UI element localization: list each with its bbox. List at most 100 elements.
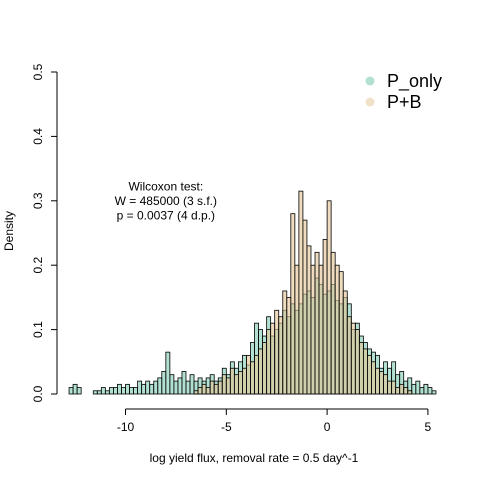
bar-P_only-26	[185, 380, 191, 395]
bar-P_only-25	[181, 371, 187, 395]
bar-P+B-31	[318, 264, 324, 395]
bar-P_only-84	[419, 387, 425, 395]
bar-P_only-0	[68, 387, 74, 395]
bar-P+B-53	[407, 390, 413, 395]
bar-P_only-7	[108, 387, 114, 395]
bar-P+B-6	[217, 380, 223, 395]
bar-P+B-5	[213, 383, 219, 395]
bar-P+B-37	[342, 290, 348, 395]
bar-P+B-26	[298, 190, 304, 395]
bar-P_only-87	[431, 390, 437, 395]
bar-P+B-46	[379, 371, 384, 395]
bar-P_only-17	[149, 383, 155, 395]
bar-P+B-48	[387, 380, 393, 395]
bar-P+B-34	[330, 251, 336, 395]
bar-P_only-13	[133, 387, 139, 395]
bar-P+B-13	[246, 354, 251, 395]
bar-P+B-17	[262, 342, 268, 395]
legend-swatch	[365, 76, 375, 86]
bar-P+B-32	[322, 239, 328, 395]
bar-P+B-27	[302, 219, 308, 395]
axes: -10 -5 0 5 0.0 0.1 0.2 0.3 0.4 0.5	[31, 63, 432, 434]
bar-P+B-14	[250, 361, 255, 395]
bar-P+B-35	[334, 264, 340, 395]
bar-P+B-19	[270, 322, 276, 395]
y-axis-label: Density	[2, 211, 16, 251]
bar-P+B-0	[193, 390, 199, 395]
bar-P_only-8	[113, 387, 118, 395]
bar-P_only-15	[141, 383, 147, 395]
bar-P+B-33	[326, 200, 332, 395]
bar-P_only-16	[145, 380, 151, 395]
bar-P_only-27	[189, 374, 195, 395]
bar-P+B-52	[403, 387, 409, 395]
bar-P+B-15	[254, 354, 259, 395]
bar-P+B-40	[354, 329, 360, 395]
bar-P_only-20	[161, 371, 167, 395]
x-tick-label: -5	[221, 420, 232, 434]
y-tick-label: 0.1	[31, 321, 45, 338]
bar-P+B-41	[358, 342, 364, 395]
x-tick-label: 0	[324, 420, 331, 434]
bar-P_only-12	[129, 387, 134, 395]
bar-P+B-36	[338, 271, 344, 395]
bar-P+B-22	[282, 290, 288, 395]
legend-label: P+B	[387, 92, 422, 112]
annotation-line: W = 485000 (3 s.f.)	[115, 194, 217, 208]
bar-P+B-39	[350, 322, 356, 395]
bar-P+B-25	[294, 264, 300, 395]
bar-P_only-3	[92, 390, 98, 395]
bar-P+B-51	[399, 383, 405, 395]
bar-P+B-10	[233, 374, 239, 395]
bar-P+B-7	[221, 374, 227, 395]
bar-P+B-47	[383, 374, 388, 395]
bar-P+B-21	[278, 316, 284, 395]
bar-P_only-82	[411, 383, 417, 395]
bar-P_only-19	[157, 377, 163, 395]
bar-P_only-21	[165, 351, 171, 395]
bar-P+B-3	[205, 387, 211, 395]
bar-P_only-2	[76, 387, 82, 395]
y-tick-label: 0.0	[31, 385, 45, 402]
bar-P+B-43	[367, 354, 372, 395]
bar-P_only-6	[104, 390, 110, 395]
bar-P_only-5	[100, 387, 106, 395]
annotation-line: Wilcoxon test:	[128, 179, 203, 193]
bar-P+B-28	[306, 245, 312, 395]
y-tick-label: 0.4	[31, 128, 45, 145]
bar-P+B-38	[346, 316, 352, 395]
x-axis-label: log yield flux, removal rate = 0.5 day^-…	[150, 451, 359, 465]
x-tick-label: -10	[117, 420, 135, 434]
y-tick-label: 0.2	[31, 257, 45, 274]
bar-P_only-11	[125, 383, 130, 395]
bar-P+B-20	[274, 309, 280, 395]
x-tick-label: 5	[425, 420, 432, 434]
wilcoxon-annotation: Wilcoxon test:W = 485000 (3 s.f.)p = 0.0…	[115, 179, 217, 222]
bar-P_only-18	[153, 380, 159, 395]
bar-P_only-85	[423, 383, 429, 395]
legend-label: P_only	[387, 71, 442, 92]
bar-P+B-24	[290, 213, 296, 395]
bar-P+B-18	[266, 329, 272, 395]
bar-P+B-30	[314, 251, 320, 395]
legend-swatch	[365, 97, 375, 107]
bar-P+B-9	[229, 367, 235, 395]
bar-P+B-1	[197, 387, 203, 395]
bar-P_only-22	[169, 374, 175, 395]
bar-P_only-9	[117, 383, 122, 395]
bar-P+B-49	[391, 380, 397, 395]
bar-P+B-23	[286, 296, 292, 395]
bar-P_only-1	[72, 383, 78, 395]
y-tick-label: 0.5	[31, 63, 45, 80]
bar-P+B-16	[258, 348, 263, 395]
bar-P+B-11	[237, 371, 243, 395]
bar-P+B-12	[242, 367, 247, 395]
annotation-line: p = 0.0037 (4 d.p.)	[117, 208, 215, 222]
bar-P_only-14	[137, 380, 143, 395]
histogram-bars	[68, 190, 437, 395]
bar-P+B-29	[310, 264, 316, 395]
bar-P_only-4	[96, 390, 102, 395]
bar-P+B-44	[371, 361, 376, 395]
y-tick-label: 0.3	[31, 192, 45, 209]
